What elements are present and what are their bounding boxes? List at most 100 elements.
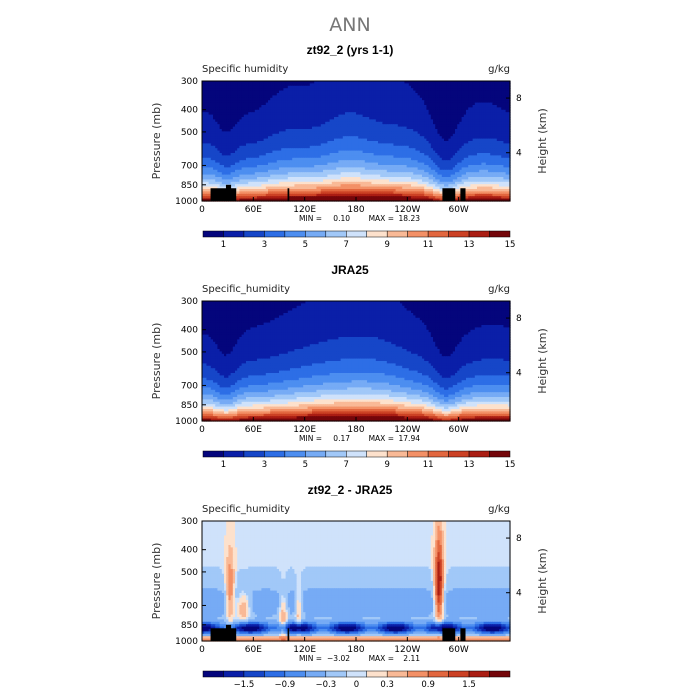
colorbar-swatch	[489, 450, 511, 458]
colorbar-label: 13	[464, 460, 475, 470]
x-tick-label: 180	[347, 205, 364, 215]
variable-label: Specific_humidity	[202, 504, 290, 515]
max-label: MAX =	[369, 434, 394, 443]
colorbar-swatch	[243, 450, 265, 458]
y-tick-label: 850	[181, 181, 198, 191]
colorbar-swatch	[284, 230, 306, 238]
y-tick-label: 500	[181, 348, 198, 358]
y-tick-label: 700	[181, 601, 198, 611]
variable-label: Specific_humidity	[202, 284, 290, 295]
colorbar-swatch	[489, 670, 511, 678]
y-tick-label: 850	[181, 621, 198, 631]
colorbar-swatch	[468, 670, 490, 678]
x-tick-label: 120W	[394, 425, 420, 435]
y-axis-title: Pressure (mb)	[150, 103, 163, 180]
colorbar-swatch	[407, 230, 429, 238]
colorbar	[202, 230, 511, 238]
colorbar-label: 9	[384, 460, 389, 470]
colorbar-label: 15	[505, 240, 516, 250]
min-value: 0.17	[333, 434, 350, 443]
y-tick-label: 700	[181, 381, 198, 391]
colorbar-label: 0.9	[421, 680, 435, 690]
x-tick-label: 120E	[293, 645, 316, 655]
colorbar-swatch	[243, 670, 265, 678]
colorbar-label: −1.5	[234, 680, 255, 690]
colorbar-label: 15	[505, 460, 516, 470]
colorbar-swatch	[223, 450, 245, 458]
x-tick-label: 60E	[245, 425, 262, 435]
colorbar-swatch	[448, 670, 470, 678]
colorbar-swatch	[407, 670, 429, 678]
colorbar-label: 7	[344, 240, 349, 250]
y-tick-label: 500	[181, 128, 198, 138]
min-label: MIN =	[299, 654, 322, 663]
chart-title: zt92_2 (yrs 1-1)	[307, 43, 394, 57]
max-value: 17.94	[399, 434, 421, 443]
colorbar-label: 5	[303, 460, 308, 470]
colorbar-swatch	[305, 450, 327, 458]
colorbar-label: 9	[384, 240, 389, 250]
colorbar-label: 1	[221, 460, 226, 470]
colorbar-swatch	[346, 450, 367, 458]
y2-axis-title: Height (km)	[536, 108, 549, 174]
y-axis-title: Pressure (mb)	[150, 543, 163, 620]
colorbar-swatch	[264, 230, 286, 238]
colorbar-label: 11	[423, 460, 434, 470]
colorbar-swatch	[243, 230, 265, 238]
y-tick-label: 400	[181, 546, 198, 556]
y-tick-label: 300	[181, 517, 198, 527]
colorbar-swatch	[366, 450, 388, 458]
colorbar-label: 0	[354, 680, 359, 690]
colorbar-swatch	[427, 450, 449, 458]
y-tick-label: 400	[181, 326, 198, 336]
x-tick-label: 120W	[394, 205, 420, 215]
colorbar-swatch	[223, 670, 245, 678]
colorbar-swatch	[305, 230, 327, 238]
y-tick-label: 400	[181, 106, 198, 116]
colorbar-label: 1	[221, 240, 226, 250]
y2-tick-label: 8	[516, 314, 522, 324]
contour-field	[202, 301, 511, 422]
units-label: g/kg	[488, 64, 510, 75]
colorbar-swatch	[202, 230, 224, 238]
x-tick-label: 0	[199, 205, 205, 215]
y-tick-label: 700	[181, 161, 198, 171]
x-tick-label: 120W	[394, 645, 420, 655]
colorbar-swatch	[386, 230, 408, 238]
colorbar-swatch	[407, 450, 429, 458]
min-value: −3.02	[327, 654, 350, 663]
colorbar-swatch	[489, 230, 511, 238]
y2-tick-label: 4	[516, 149, 522, 159]
min-label: MIN =	[299, 214, 322, 223]
page-title: ANN	[0, 14, 700, 36]
colorbar-swatch	[468, 450, 490, 458]
units-label: g/kg	[488, 284, 510, 295]
y2-axis-title: Height (km)	[536, 548, 549, 614]
colorbar-swatch	[448, 450, 470, 458]
x-tick-label: 180	[347, 645, 364, 655]
colorbar-swatch	[468, 230, 490, 238]
x-tick-label: 60E	[245, 645, 262, 655]
chart-title: JRA25	[331, 263, 369, 277]
colorbar-label: −0.3	[315, 680, 336, 690]
x-tick-label: 120E	[293, 205, 316, 215]
y-tick-label: 850	[181, 401, 198, 411]
colorbar-swatch	[325, 450, 347, 458]
colorbar-label: 3	[262, 460, 267, 470]
colorbar-swatch	[284, 450, 306, 458]
colorbar-label: 13	[464, 240, 475, 250]
y2-tick-label: 8	[516, 534, 522, 544]
colorbar-swatch	[325, 670, 347, 678]
max-value: 2.11	[403, 654, 420, 663]
colorbar-swatch	[202, 450, 224, 458]
colorbar-swatch	[264, 670, 286, 678]
colorbar-label: 0.3	[380, 680, 394, 690]
colorbar-swatch	[346, 230, 367, 238]
max-label: MAX =	[369, 214, 394, 223]
colorbar-swatch	[202, 670, 224, 678]
y-tick-label: 1000	[175, 197, 198, 207]
contour-field	[202, 521, 511, 642]
colorbar-label: 11	[423, 240, 434, 250]
colorbar-label: 5	[303, 240, 308, 250]
